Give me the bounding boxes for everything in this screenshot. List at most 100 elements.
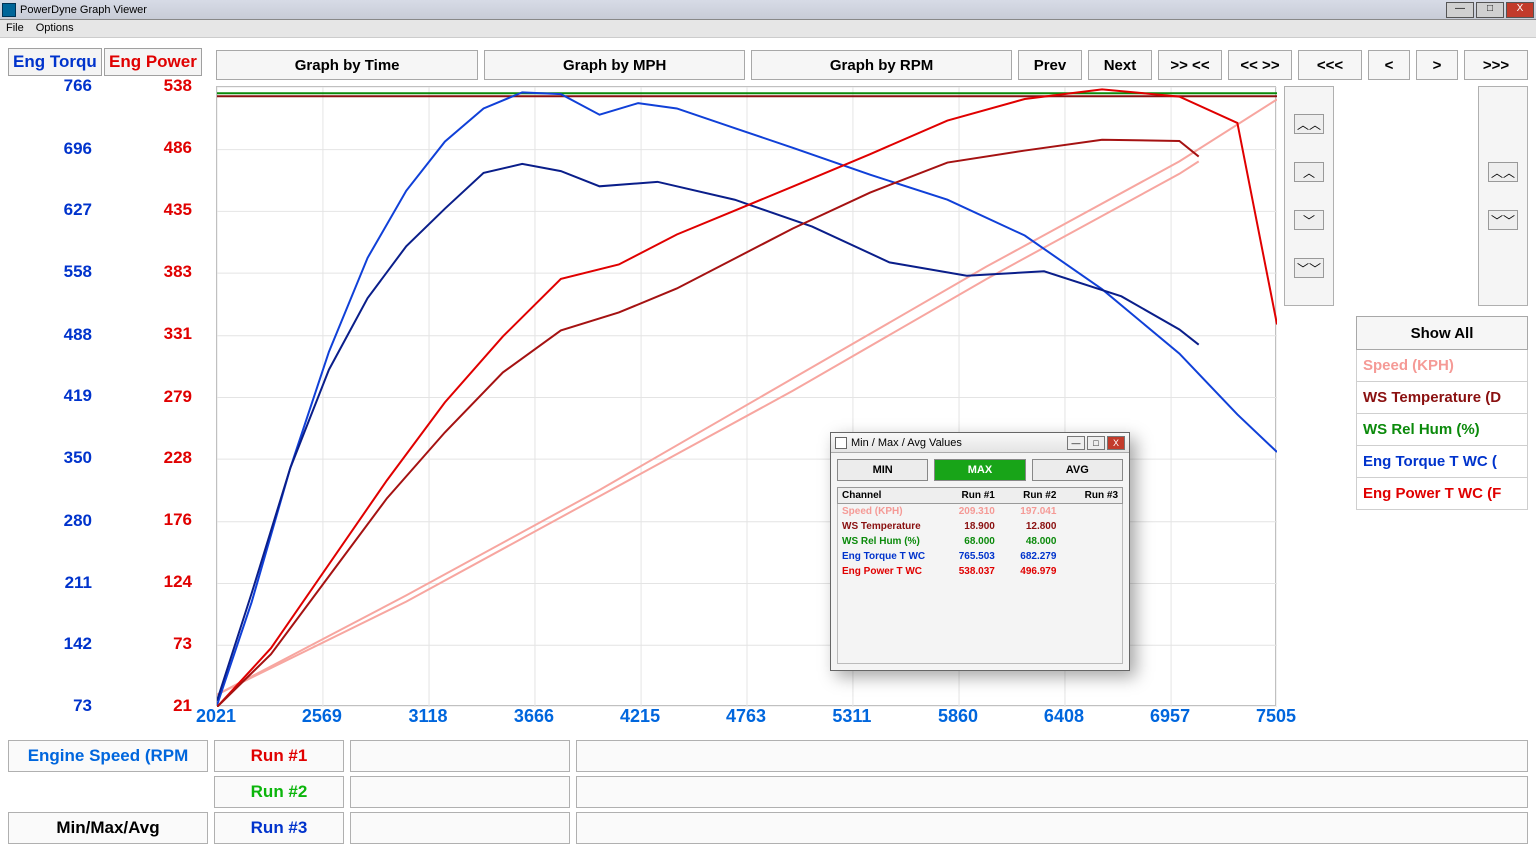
run1-value-2: [576, 740, 1528, 772]
popup-tab-min[interactable]: MIN: [837, 459, 928, 481]
run3-value-2: [576, 812, 1528, 844]
popup-row: Eng Power T WC538.037496.979: [838, 564, 1122, 579]
vscroll2-up2-button[interactable]: ︿︿: [1488, 162, 1518, 182]
vscroll-right-box: ︿︿ ﹀﹀: [1478, 86, 1528, 306]
run3-value-1: [350, 812, 570, 844]
popup-col-channel: Channel: [838, 488, 937, 503]
minmaxavg-popup[interactable]: Min / Max / Avg Values — □ X MIN MAX AVG…: [830, 432, 1130, 671]
popup-max-button[interactable]: □: [1087, 436, 1105, 450]
y-tick: 419: [64, 386, 92, 406]
titlebar: PowerDyne Graph Viewer — □ X: [0, 0, 1536, 20]
popup-close-button[interactable]: X: [1107, 436, 1125, 450]
y-tick: 627: [64, 200, 92, 220]
zoom-in-button[interactable]: >> <<: [1158, 50, 1222, 80]
popup-min-button[interactable]: —: [1067, 436, 1085, 450]
popup-icon: [835, 437, 847, 449]
vscroll-left-box: ︿︿ ︿ ﹀ ﹀﹀: [1284, 86, 1334, 306]
menubar: File Options: [0, 20, 1536, 38]
y-tick: 211: [65, 573, 92, 593]
popup-tab-max[interactable]: MAX: [934, 459, 1025, 481]
legend-item[interactable]: Eng Power T WC (F: [1356, 478, 1528, 510]
fwd3-button[interactable]: >>>: [1464, 50, 1528, 80]
vscroll2-dn2-button[interactable]: ﹀﹀: [1488, 210, 1518, 230]
legend-item[interactable]: Eng Torque T WC (: [1356, 446, 1528, 478]
minimize-button[interactable]: —: [1446, 2, 1474, 18]
app-icon: [2, 3, 16, 17]
run2-label[interactable]: Run #2: [214, 776, 344, 808]
top-button-row: Graph by Time Graph by MPH Graph by RPM …: [216, 48, 1528, 82]
graph-by-rpm-button[interactable]: Graph by RPM: [751, 50, 1012, 80]
next-button[interactable]: Next: [1088, 50, 1152, 80]
x-tick: 3666: [514, 706, 554, 727]
y-tick: 486: [164, 138, 192, 158]
popup-tabs: MIN MAX AVG: [831, 453, 1129, 487]
y-tick: 73: [73, 696, 92, 716]
y-tick: 538: [164, 76, 192, 96]
y-tick: 176: [164, 510, 192, 530]
y-tick: 73: [173, 634, 192, 654]
y-tick: 488: [64, 325, 92, 345]
legend-item[interactable]: WS Temperature (D: [1356, 382, 1528, 414]
y-tick: 279: [164, 387, 192, 407]
popup-col-run1: Run #1: [937, 488, 999, 503]
popup-title: Min / Max / Avg Values: [851, 437, 962, 449]
y-tick: 142: [64, 634, 92, 654]
show-all-button[interactable]: Show All: [1356, 316, 1528, 350]
x-tick: 4763: [726, 706, 766, 727]
y-torque-ticks: 73142211280350419488558627696766: [20, 86, 92, 706]
popup-row: WS Temperature18.90012.800: [838, 519, 1122, 534]
maximize-button[interactable]: □: [1476, 2, 1504, 18]
zoom-out-button[interactable]: << >>: [1228, 50, 1292, 80]
run3-label[interactable]: Run #3: [214, 812, 344, 844]
y-tick: 696: [64, 139, 92, 159]
step-back-button[interactable]: <: [1368, 50, 1410, 80]
back3-button[interactable]: <<<: [1298, 50, 1362, 80]
y-tick: 383: [164, 262, 192, 282]
x-tick: 2021: [196, 706, 236, 727]
x-tick: 7505: [1256, 706, 1296, 727]
legend-column: Show All Speed (KPH)WS Temperature (DWS …: [1356, 316, 1528, 510]
power-axis-header[interactable]: Eng Power: [104, 48, 202, 76]
minmaxavg-button[interactable]: Min/Max/Avg: [8, 812, 208, 844]
run2-value-1: [350, 776, 570, 808]
y-tick: 228: [164, 448, 192, 468]
legend-item[interactable]: Speed (KPH): [1356, 350, 1528, 382]
popup-col-run2: Run #2: [999, 488, 1061, 503]
vscroll-dn1-button[interactable]: ﹀: [1294, 210, 1324, 230]
app-title: PowerDyne Graph Viewer: [20, 4, 147, 16]
y-power-ticks: 2173124176228279331383435486538: [120, 86, 192, 706]
y-tick: 558: [64, 262, 92, 282]
y-tick: 280: [64, 511, 92, 531]
popup-tab-avg[interactable]: AVG: [1032, 459, 1123, 481]
run1-label[interactable]: Run #1: [214, 740, 344, 772]
close-button[interactable]: X: [1506, 2, 1534, 18]
prev-button[interactable]: Prev: [1018, 50, 1082, 80]
menu-file[interactable]: File: [6, 22, 24, 35]
vscroll-dn2-button[interactable]: ﹀﹀: [1294, 258, 1324, 278]
x-tick: 3118: [409, 706, 448, 727]
popup-row: Eng Torque T WC765.503682.279: [838, 549, 1122, 564]
x-tick: 5311: [832, 706, 871, 727]
vscroll-up1-button[interactable]: ︿: [1294, 162, 1324, 182]
y-tick: 350: [64, 448, 92, 468]
y-tick: 766: [64, 76, 92, 96]
graph-by-time-button[interactable]: Graph by Time: [216, 50, 478, 80]
x-tick: 4215: [620, 706, 660, 727]
y-tick: 124: [164, 572, 192, 592]
popup-table: Channel Run #1 Run #2 Run #3 Speed (KPH)…: [831, 487, 1129, 670]
right-nav-column: ︿︿ ︿ ﹀ ﹀﹀ ︿︿ ﹀﹀: [1284, 86, 1528, 306]
menu-options[interactable]: Options: [36, 22, 74, 35]
xaxis-label[interactable]: Engine Speed (RPM: [8, 740, 208, 772]
window-controls: — □ X: [1446, 2, 1534, 18]
x-ticks: 2021256931183666421547635311586064086957…: [216, 706, 1276, 736]
x-tick: 6957: [1150, 706, 1190, 727]
graph-by-mph-button[interactable]: Graph by MPH: [484, 50, 745, 80]
bottom-panel: Engine Speed (RPM Run #1 Run #2 Min/Max/…: [8, 740, 1528, 848]
popup-row: WS Rel Hum (%)68.00048.000: [838, 534, 1122, 549]
y-tick: 435: [164, 200, 192, 220]
legend-item[interactable]: WS Rel Hum (%): [1356, 414, 1528, 446]
torque-axis-header[interactable]: Eng Torqu: [8, 48, 102, 76]
vscroll-up2-button[interactable]: ︿︿: [1294, 114, 1324, 134]
step-fwd-button[interactable]: >: [1416, 50, 1458, 80]
run1-value-1: [350, 740, 570, 772]
